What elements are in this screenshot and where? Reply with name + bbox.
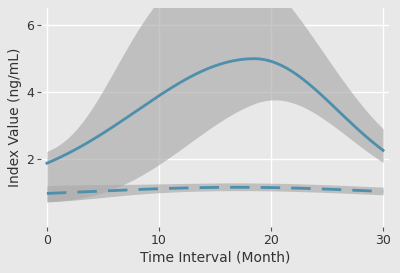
Y-axis label: Index Value (ng/mL): Index Value (ng/mL) bbox=[8, 48, 22, 187]
X-axis label: Time Interval (Month): Time Interval (Month) bbox=[140, 251, 290, 265]
